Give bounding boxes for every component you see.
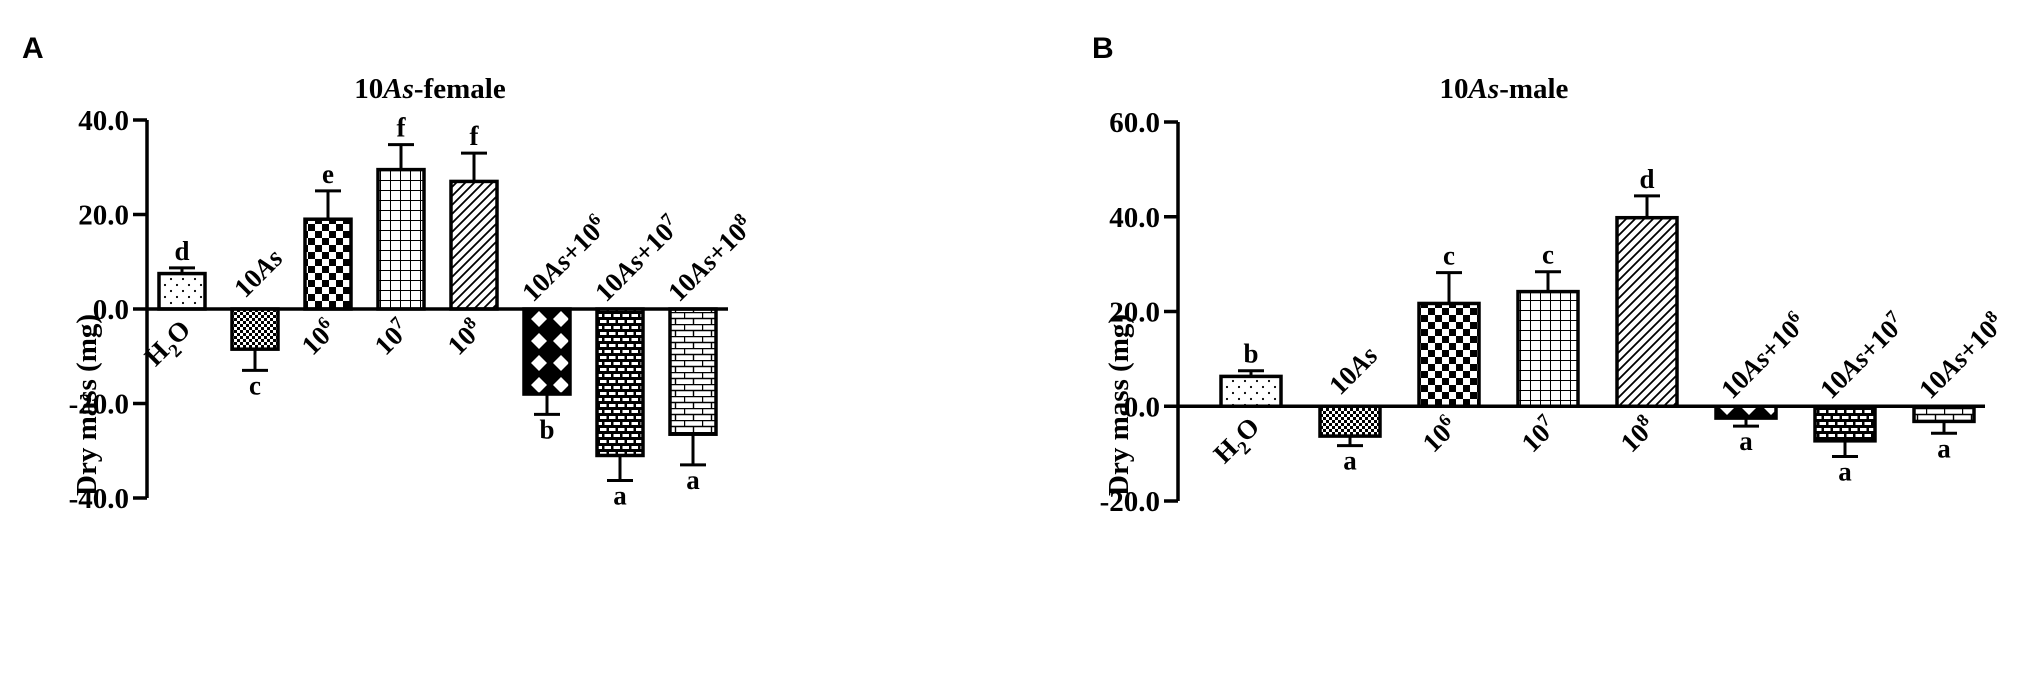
bar (1516, 289, 1580, 409)
category-labels: H2O 10As 106 107 108 10As+106 10As+107 10A… (1208, 306, 2010, 474)
category-label: 10As+107 (1813, 306, 1911, 404)
y-axis: 60.0 40.0 20.0 0.0 -20.0 (1100, 107, 1180, 518)
category-label-part: H (1208, 433, 1244, 469)
category-label: H2O (1208, 411, 1271, 474)
category-label: 108 (440, 313, 488, 361)
category-label: 10As (228, 243, 288, 303)
category-label: 10As+106 (1714, 306, 1812, 404)
significance-letter: b (1243, 339, 1258, 369)
category-label: 106 (294, 313, 342, 361)
title-prefix: 10 (354, 73, 383, 105)
significance-letter: c (1542, 240, 1554, 270)
y-tick-label: 0.0 (1124, 391, 1160, 423)
significance-letter: d (174, 236, 189, 266)
significance-letters: d c e f f b a a (174, 113, 700, 511)
category-label: 107 (367, 313, 415, 361)
y-tick-label: 60.0 (1109, 107, 1160, 139)
category-label: 107 (1514, 410, 1562, 458)
y-axis-label: Dry mass (mg) (1103, 314, 1135, 496)
y-axis: 40.0 20.0 0.0 -20.0 -40.0 (69, 105, 149, 515)
significance-letter: f (397, 113, 407, 143)
bar (1714, 404, 1778, 420)
bar (1219, 374, 1283, 408)
category-label: 106 (1415, 410, 1463, 458)
bar (1417, 301, 1481, 409)
bar (376, 167, 426, 311)
bar (595, 307, 645, 458)
title-suffix: -female (414, 73, 506, 105)
bar (449, 179, 499, 311)
y-tick-label: -40.0 (69, 483, 129, 515)
category-label: 108 (1613, 410, 1661, 458)
significance-letter: a (1343, 446, 1357, 476)
bar (1813, 404, 1877, 443)
panel-a: A 10As-female Dry mass (mg) 40.020.00.0-… (22, 32, 753, 515)
bar (1318, 404, 1382, 438)
bar (230, 307, 280, 351)
significance-letter: a (1838, 456, 1852, 486)
significance-letter: a (613, 481, 627, 511)
significance-letter: a (1739, 426, 1753, 456)
title-italic: As (1467, 73, 1500, 105)
bar (303, 217, 353, 311)
y-tick-label: 0.0 (93, 294, 129, 326)
significance-letters: b a c c d a a a (1243, 164, 1951, 487)
bar (1615, 215, 1679, 408)
bar (157, 271, 207, 311)
chart-title: 10As-male (1440, 73, 1569, 105)
significance-letter: c (1443, 241, 1455, 271)
category-label-part: O (160, 314, 196, 350)
title-prefix: 10 (1440, 73, 1469, 105)
significance-letter: b (539, 414, 554, 444)
chart-title: 10As-female (354, 73, 506, 105)
category-label-part: O (1229, 411, 1265, 447)
bars (1219, 194, 1976, 458)
significance-letter: c (249, 370, 261, 400)
panel-letter-a: A (22, 32, 44, 65)
significance-letter: a (1937, 433, 1951, 463)
y-tick-label: 20.0 (78, 200, 129, 232)
bar (522, 307, 572, 396)
y-tick-label: -20.0 (69, 389, 129, 421)
title-italic: As (381, 73, 414, 105)
y-tick-label: 20.0 (1109, 297, 1160, 329)
significance-letter: d (1639, 164, 1654, 194)
significance-letter: a (686, 465, 700, 495)
y-tick-label: 40.0 (78, 105, 129, 137)
title-suffix: -male (1499, 73, 1568, 105)
y-tick-label: 40.0 (1109, 202, 1160, 234)
category-label: 10As+108 (1912, 306, 2010, 404)
panel-letter-b: B (1092, 32, 1114, 65)
y-axis-label: Dry mass (mg) (71, 314, 103, 496)
category-label: 10As (1323, 340, 1383, 400)
significance-letter: f (470, 121, 480, 151)
bar (668, 307, 718, 436)
category-label-part: H (139, 336, 175, 372)
bars (157, 143, 718, 483)
bar (1912, 404, 1976, 424)
panel-b: B 10As-male Dry mass (mg) 60.040.020.00.… (1092, 32, 2010, 518)
y-tick-label: -20.0 (1100, 486, 1160, 518)
significance-letter: e (322, 159, 334, 189)
